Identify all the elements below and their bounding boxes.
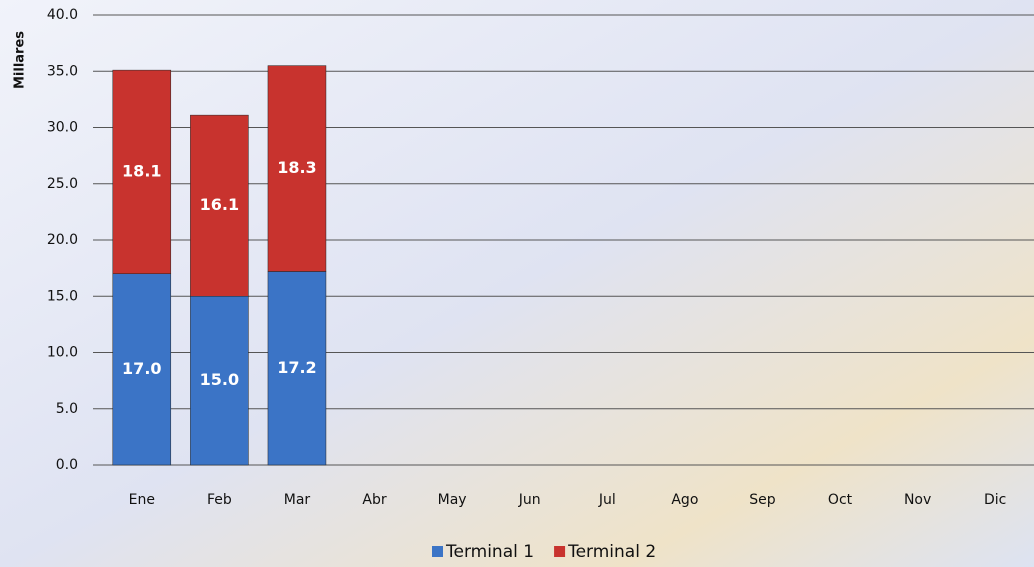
y-tick-label: 25.0 bbox=[47, 176, 78, 192]
legend-label: Terminal 2 bbox=[567, 542, 656, 562]
x-tick-label: Oct bbox=[828, 492, 853, 508]
data-label: 17.2 bbox=[277, 358, 316, 377]
y-tick-label: 40.0 bbox=[47, 7, 78, 23]
y-tick-label: 20.0 bbox=[47, 232, 78, 248]
y-tick-label: 10.0 bbox=[47, 345, 78, 361]
data-label: 18.3 bbox=[277, 158, 316, 177]
data-label: 15.0 bbox=[200, 370, 239, 389]
x-tick-label: Ago bbox=[671, 492, 698, 508]
x-tick-label: May bbox=[438, 492, 467, 508]
legend-swatch bbox=[432, 546, 443, 557]
chart: Millares 0.0 5.0 10.0 15.0 20.0 25.0 30.0 35.0 4… bbox=[0, 0, 1034, 567]
x-tick-label: Jun bbox=[518, 492, 541, 508]
data-label: 18.1 bbox=[122, 161, 161, 180]
data-label: 17.0 bbox=[122, 359, 161, 378]
x-tick-label: Feb bbox=[207, 492, 232, 508]
legend-label: Terminal 1 bbox=[445, 542, 534, 562]
y-axis-label: Millares bbox=[13, 31, 28, 89]
data-label: 16.1 bbox=[200, 195, 239, 214]
x-tick-label: Ene bbox=[129, 492, 155, 508]
y-tick-label: 5.0 bbox=[56, 401, 78, 417]
y-tick-label: 30.0 bbox=[47, 120, 78, 136]
x-tick-label: Jul bbox=[598, 492, 616, 508]
y-tick-label: 35.0 bbox=[47, 63, 78, 79]
y-tick-label: 0.0 bbox=[56, 457, 78, 473]
legend-swatch bbox=[554, 546, 565, 557]
x-tick-label: Sep bbox=[749, 492, 776, 508]
y-tick-label: 15.0 bbox=[47, 288, 78, 304]
x-tick-label: Abr bbox=[362, 492, 386, 508]
x-tick-label: Mar bbox=[284, 492, 311, 508]
x-tick-label: Nov bbox=[904, 492, 931, 508]
x-tick-label: Dic bbox=[984, 492, 1006, 508]
